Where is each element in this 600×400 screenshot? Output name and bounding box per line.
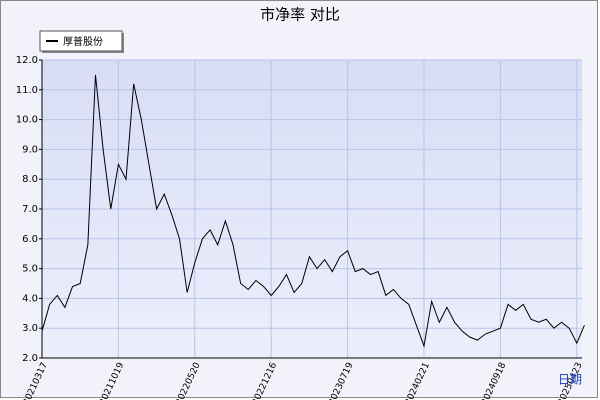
y-tick-label: 11.0 <box>16 85 38 96</box>
legend-label: 厚普股份 <box>63 35 103 48</box>
chart-title: 市净率 对比 <box>260 6 340 24</box>
y-tick-label: 9.0 <box>22 144 38 155</box>
y-tick-label: 12.0 <box>16 55 38 66</box>
legend <box>39 30 123 52</box>
x-axis-label: 日期 <box>558 373 582 387</box>
y-tick-label: 3.0 <box>22 323 38 334</box>
marks <box>41 74 585 349</box>
series-line <box>41 74 585 349</box>
y-tick-label: 2.0 <box>22 353 38 364</box>
y-tick-label: 6.0 <box>22 234 38 245</box>
y-tick-label: 8.0 <box>22 174 38 185</box>
y-tick-label: 7.0 <box>22 204 38 215</box>
y-tick-label: 10.0 <box>16 115 38 126</box>
y-tick-label: 4.0 <box>22 293 38 304</box>
y-tick-label: 5.0 <box>22 264 38 275</box>
